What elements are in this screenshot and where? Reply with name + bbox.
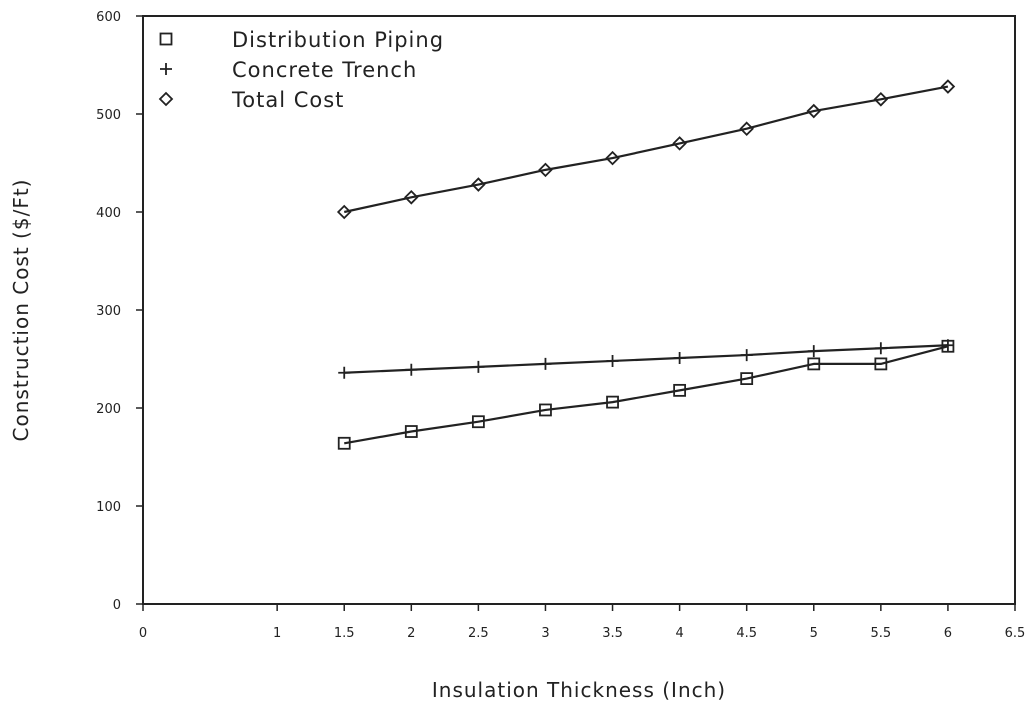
y-tick-label: 600: [96, 10, 121, 25]
y-tick-label: 100: [96, 500, 121, 515]
y-tick-label: 0: [113, 598, 121, 613]
series-line: [343, 85, 949, 214]
x-tick-label: 1: [273, 626, 281, 641]
data-point-plus: [606, 354, 619, 367]
legend-label: Concrete Trench: [232, 58, 417, 82]
data-point-diamond: [471, 177, 486, 192]
y-axis-ticks: 0 100 200 300 400 500 600: [96, 10, 143, 613]
data-point-plus: [539, 357, 552, 370]
series-layer: [336, 79, 956, 450]
y-tick-label: 200: [96, 402, 121, 417]
legend-marker-diamond: [158, 91, 174, 107]
x-tick-label: 1.5: [334, 626, 355, 641]
data-point-square: [404, 425, 418, 438]
series-square: [337, 339, 955, 450]
legend-label: Total Cost: [231, 88, 344, 112]
x-tick-label: 2.5: [468, 626, 489, 641]
data-point-plus: [740, 349, 753, 362]
data-point-square: [740, 372, 754, 386]
x-tick-label: 5: [810, 626, 818, 641]
x-tick-label: 6: [944, 626, 952, 641]
data-point-square: [606, 395, 619, 409]
data-point-square: [539, 403, 552, 417]
data-point-diamond: [873, 92, 889, 107]
series-line: [344, 344, 948, 374]
data-point-diamond: [672, 136, 687, 151]
legend-label: Distribution Piping: [232, 28, 444, 52]
data-point-square: [807, 357, 821, 371]
x-tick-label: 4: [675, 626, 683, 641]
x-tick-label: 4.5: [736, 626, 757, 641]
series-diamond: [336, 79, 956, 220]
data-point-diamond: [336, 204, 352, 220]
x-tick-label: 0: [139, 626, 147, 641]
x-tick-label: 6.5: [1005, 626, 1026, 641]
x-axis-title: Insulation Thickness (Inch): [432, 678, 726, 702]
series-line: [344, 345, 949, 445]
data-point-diamond: [739, 121, 754, 136]
x-tick-label: 3: [541, 626, 549, 641]
data-point-diamond: [404, 190, 419, 205]
data-point-plus: [874, 342, 887, 355]
data-point-plus: [673, 352, 686, 365]
data-point-square: [874, 357, 888, 371]
x-tick-label: 2: [407, 626, 415, 641]
data-point-diamond: [538, 162, 553, 178]
x-tick-label: 3.5: [602, 626, 623, 641]
y-axis-title: Construction Cost ($/Ft): [9, 179, 33, 442]
data-point-square: [337, 436, 351, 450]
data-point-plus: [472, 360, 485, 373]
data-point-plus: [405, 363, 418, 376]
y-tick-label: 500: [96, 108, 121, 123]
y-tick-label: 300: [96, 304, 121, 319]
series-plus: [338, 339, 954, 379]
data-point-square: [471, 415, 485, 429]
y-tick-label: 400: [96, 206, 121, 221]
legend-marker-square: [159, 32, 173, 46]
data-point-square: [673, 383, 687, 397]
legend: Distribution Piping Concrete Trench Total …: [158, 28, 444, 112]
data-point-diamond: [940, 79, 956, 94]
data-point-diamond: [806, 103, 822, 119]
legend-marker-plus: [160, 63, 172, 75]
data-point-plus: [807, 345, 820, 358]
x-tick-label: 5.5: [871, 626, 892, 641]
data-point-plus: [338, 366, 351, 379]
data-point-plus: [941, 339, 954, 352]
x-axis-ticks: 0 1 1.5 2 2.5 3 3.5 4 4.5 5 5.5 6 6.5: [139, 604, 1025, 641]
data-point-diamond: [605, 150, 620, 166]
